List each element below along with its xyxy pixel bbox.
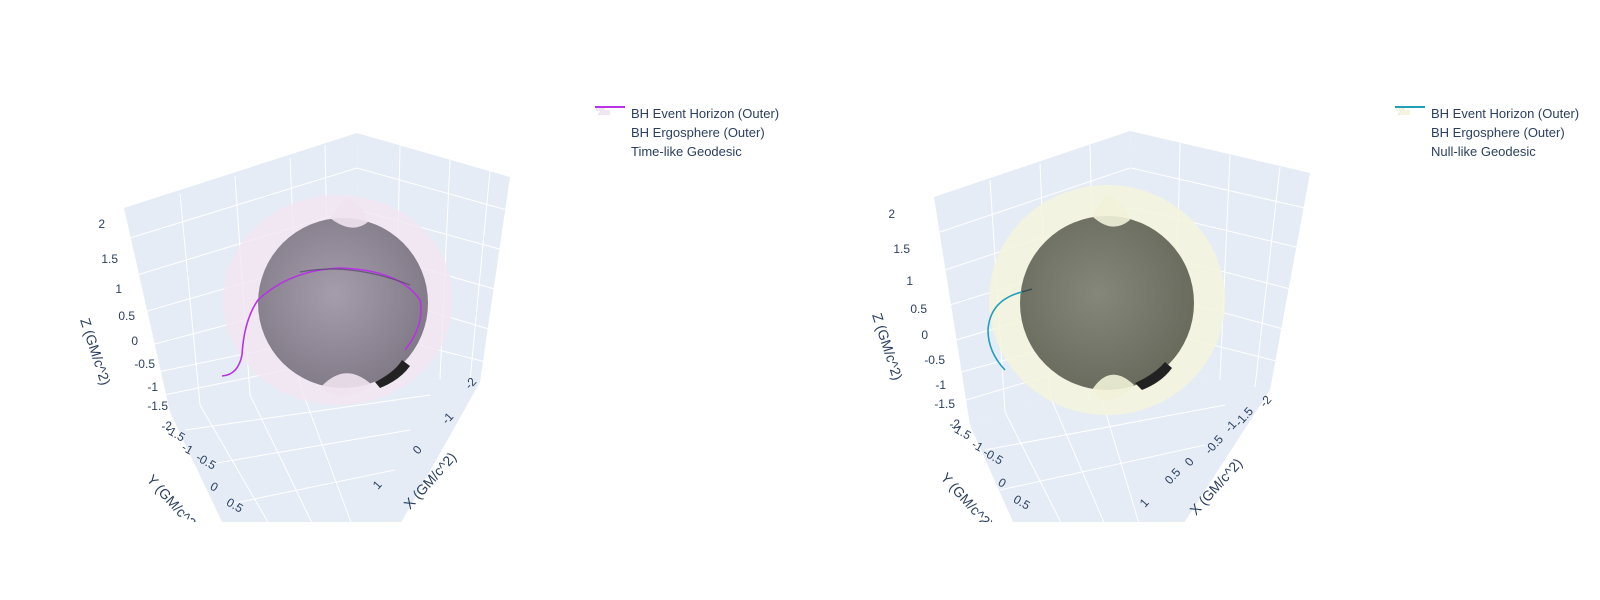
plot-3d-right[interactable]: 2 1.5 1 0.5 0 -0.5 -1 -1.5 -2 Z (GM/c^2)…	[800, 0, 1600, 600]
legend-item-ergosphere[interactable]: BH Ergosphere (Outer)	[1393, 106, 1579, 142]
legend-label: BH Ergosphere (Outer)	[631, 125, 765, 140]
z-tick: -2	[949, 417, 960, 431]
floor	[970, 365, 1270, 522]
z-tick: -1	[935, 378, 946, 392]
z-tick: -1.5	[147, 399, 168, 413]
y-axis-title: Y (GM/c^2)	[938, 469, 997, 532]
geodesic-path-behind-left	[299, 268, 411, 286]
z-axis-title: Z (GM/c^2)	[869, 311, 906, 382]
legend-item-geodesic[interactable]: Null-like Geodesic	[1393, 106, 1579, 161]
legend-right: BH Event Horizon (Outer) BH Ergosphere (…	[1393, 104, 1579, 161]
z-tick: -0.5	[134, 357, 155, 371]
z-tick: 1	[906, 274, 913, 288]
ergosphere-lobe-top-right	[1092, 196, 1130, 227]
legend-label: Time-like Geodesic	[631, 144, 742, 159]
z-tick: 1.5	[893, 242, 910, 256]
line-swatch-icon	[593, 106, 627, 160]
horizon-dark-edge-right	[1135, 362, 1172, 390]
scene-right[interactable]: 2 1.5 1 0.5 0 -0.5 -1 -1.5 -2 Z (GM/c^2)…	[800, 0, 1600, 600]
z-tick: 1	[115, 282, 122, 296]
ergosphere-lobe-bottom-left	[320, 373, 372, 397]
legend-item-ergosphere[interactable]: BH Ergosphere (Outer)	[593, 106, 779, 142]
legend-label: BH Event Horizon (Outer)	[1431, 106, 1580, 121]
y-axis-title: Y (GM/c^2)	[144, 471, 203, 534]
z-tick: 0.5	[118, 309, 135, 323]
z-tick: 2	[98, 217, 105, 231]
horizon-dark-edge-left	[375, 360, 410, 388]
z-tick: 2	[888, 207, 895, 221]
line-swatch-icon	[1393, 106, 1427, 160]
z-tick: -1.5	[934, 397, 955, 411]
z-tick: -2	[161, 419, 172, 433]
legend-item-geodesic[interactable]: Time-like Geodesic	[593, 106, 779, 161]
z-tick: 0	[921, 328, 928, 342]
event-horizon-left	[258, 218, 428, 388]
ergosphere-lobe-top-left	[330, 198, 368, 228]
z-tick: -1	[147, 380, 158, 394]
geodesic-path-behind-right	[1021, 288, 1033, 293]
legend-label: BH Event Horizon (Outer)	[631, 106, 780, 121]
z-tick: 1.5	[101, 252, 118, 266]
surface-swatch-icon	[1393, 106, 1427, 141]
legend-label: Null-like Geodesic	[1431, 144, 1536, 159]
event-horizon-right	[1020, 216, 1194, 390]
z-axis-title: Z (GM/c^2)	[77, 316, 114, 387]
plot-3d-left[interactable]: 2 1.5 1 0.5 0 -0.5 -1 -1.5 -2 Z (GM/c^2)…	[0, 0, 800, 600]
z-tick: 0.5	[910, 302, 927, 316]
ergosphere-lobe-bottom-right	[1092, 374, 1134, 401]
surface-swatch-icon	[593, 106, 627, 141]
geodesic-path-right	[987, 291, 1023, 371]
legend-label: BH Ergosphere (Outer)	[1431, 125, 1565, 140]
scene-left[interactable]: 2 1.5 1 0.5 0 -0.5 -1 -1.5 -2 Z (GM/c^2)…	[0, 0, 800, 600]
legend-left: BH Event Horizon (Outer) BH Ergosphere (…	[593, 104, 779, 161]
floor	[170, 372, 480, 522]
z-tick: -0.5	[924, 353, 945, 367]
z-tick: 0	[131, 334, 138, 348]
geodesic-path-left	[221, 267, 422, 377]
